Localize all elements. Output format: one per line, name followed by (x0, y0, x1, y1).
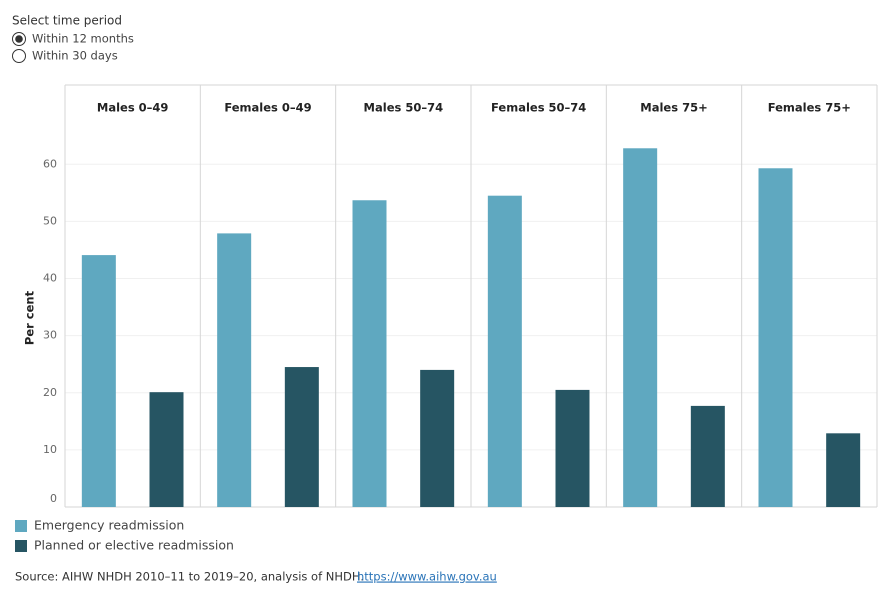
source-link[interactable]: https://www.aihw.gov.au (357, 570, 497, 584)
legend-label: Emergency readmission (34, 518, 184, 533)
bar (555, 389, 590, 507)
bar (81, 255, 116, 507)
control-label: Select time period (12, 14, 122, 28)
bar (217, 233, 252, 507)
legend-swatch (15, 540, 27, 552)
y-tick-label: 10 (43, 443, 57, 456)
bar (758, 168, 793, 507)
legend-label: Planned or elective readmission (34, 538, 234, 553)
facet-header: Females 50–74 (491, 101, 586, 115)
y-tick-label: 0 (50, 492, 57, 505)
bar (487, 195, 522, 507)
bar (826, 433, 861, 507)
facet-header: Males 50–74 (364, 101, 444, 115)
facet-header: Females 75+ (768, 101, 851, 115)
bar (690, 405, 725, 507)
radio-button[interactable] (12, 49, 26, 63)
y-axis-label: Per cent (23, 290, 37, 345)
bar (420, 369, 455, 507)
legend-swatch (15, 520, 27, 532)
facet-header: Males 0–49 (97, 101, 169, 115)
bar (623, 148, 658, 507)
bar (352, 200, 387, 507)
y-tick-label: 50 (43, 214, 57, 227)
y-tick-label: 20 (43, 386, 57, 399)
facet-header: Females 0–49 (224, 101, 311, 115)
bar (149, 392, 184, 507)
source-text: Source: AIHW NHDH 2010–11 to 2019–20, an… (15, 570, 364, 584)
y-tick-label: 40 (43, 272, 57, 285)
y-tick-label: 60 (43, 157, 57, 170)
radio-dot (15, 35, 23, 43)
radio-option[interactable]: Within 12 months (32, 32, 134, 46)
radio-option[interactable]: Within 30 days (32, 49, 118, 63)
bar (284, 367, 319, 507)
facet-header: Males 75+ (640, 101, 707, 115)
y-tick-label: 30 (43, 329, 57, 342)
